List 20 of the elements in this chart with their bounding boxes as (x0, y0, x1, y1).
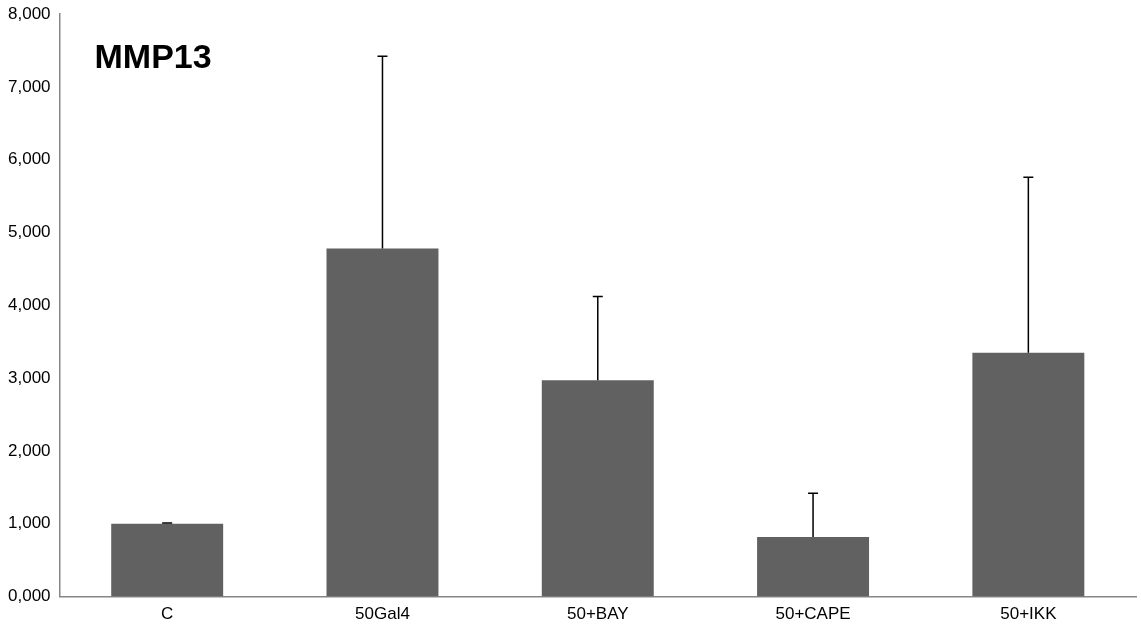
bar (541, 380, 654, 597)
y-tick-label: 0,000 (7, 586, 51, 606)
y-tick-label: 3,000 (7, 367, 51, 387)
x-tick-label: 50Gal4 (355, 604, 410, 624)
y-tick-label: 7,000 (7, 76, 51, 96)
text: MMP13 (94, 37, 212, 76)
bar (326, 248, 439, 597)
bar (111, 523, 224, 597)
y-tick-label: 4,000 (7, 294, 51, 314)
x-tick-label: 50+BAY (566, 604, 629, 624)
x-tick-label: C (161, 604, 174, 624)
y-tick-label: 8,000 (7, 3, 51, 23)
x-tick-label: 50+CAPE (775, 604, 851, 624)
y-tick-label: 6,000 (7, 149, 51, 169)
y-tick-label: 2,000 (7, 440, 51, 460)
bar (972, 352, 1085, 597)
x-tick-label: 50+IKK (1000, 604, 1058, 624)
y-tick-label: 1,000 (7, 513, 51, 533)
bar (757, 536, 870, 597)
y-tick-label: 5,000 (7, 222, 51, 242)
